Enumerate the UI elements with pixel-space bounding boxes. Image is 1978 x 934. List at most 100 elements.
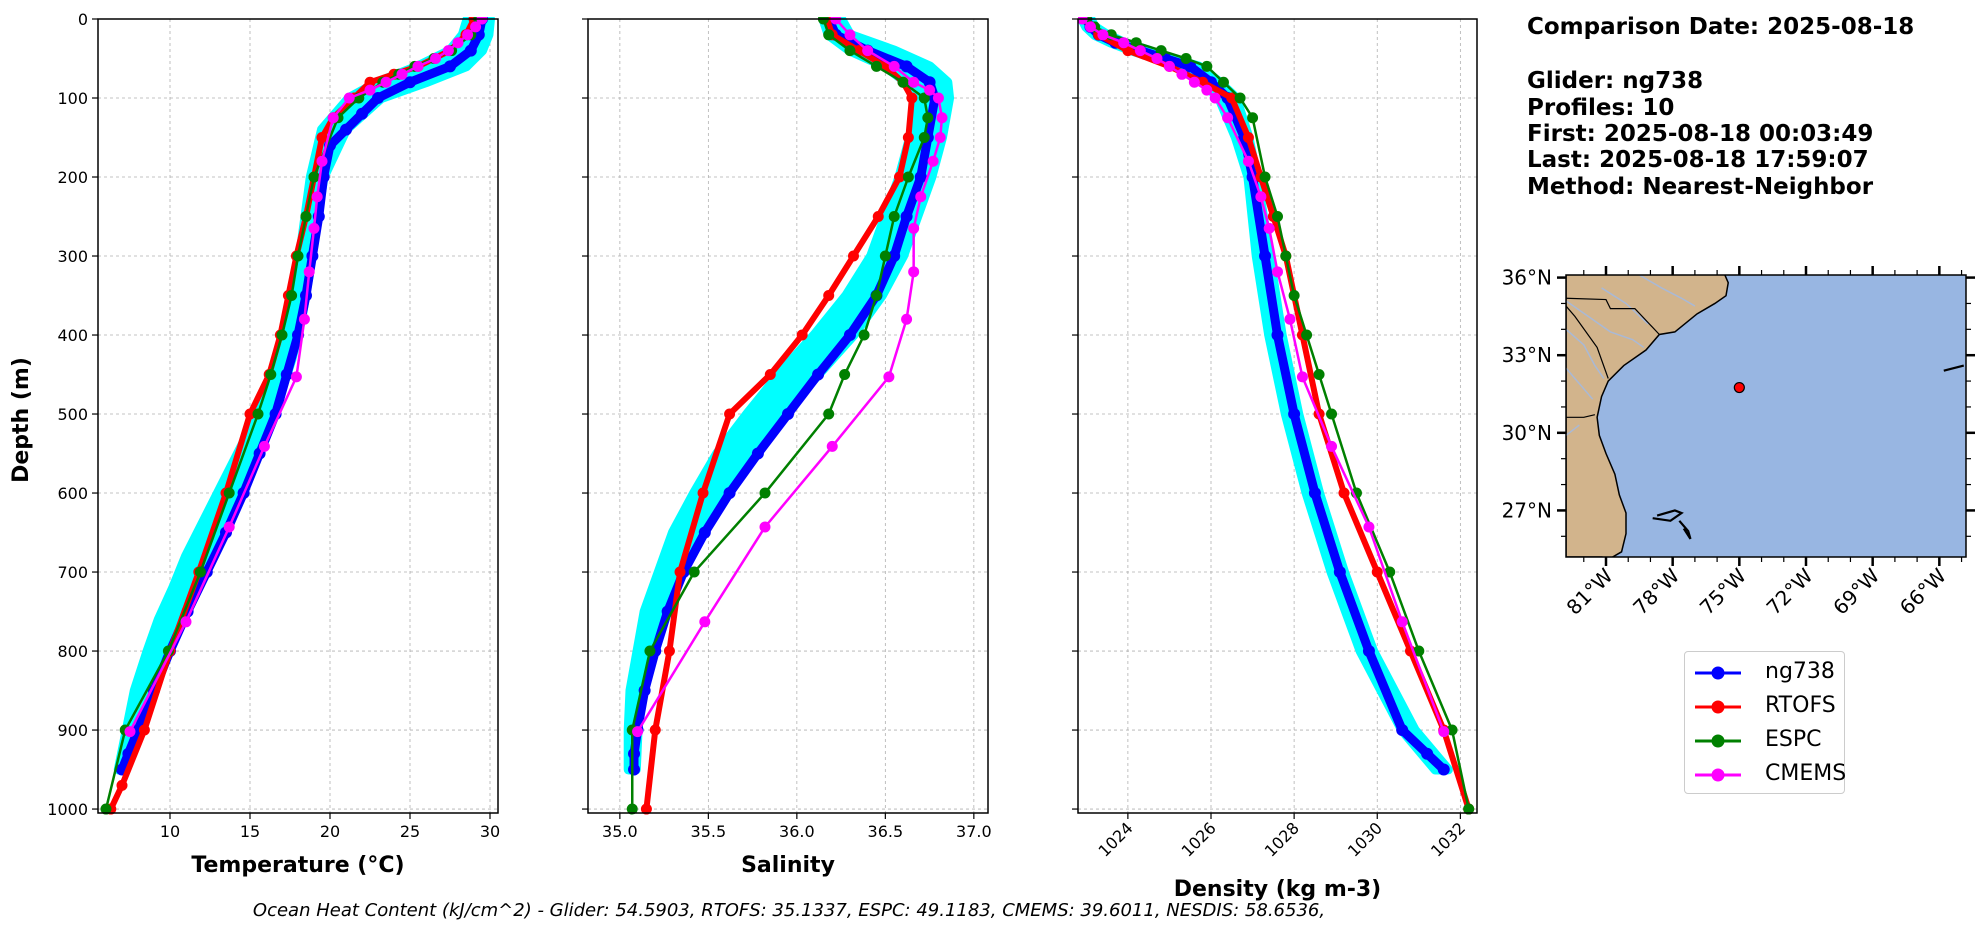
lat-label: 33°N [1502, 343, 1552, 367]
data-point-rtofs [872, 211, 884, 223]
x-tick-label: 35.5 [691, 822, 727, 841]
data-point-ng738 [628, 747, 641, 760]
axes-frame [587, 18, 989, 814]
data-point-rtofs [649, 724, 661, 736]
data-point-ng738 [843, 329, 856, 342]
data-point-cmems [452, 37, 464, 49]
data-point-espc [870, 60, 882, 72]
data-point-rtofs [1226, 92, 1238, 104]
data-point-espc [300, 211, 312, 223]
land [1566, 275, 1729, 557]
data-point-ng738 [1421, 747, 1434, 760]
data-point-cmems [316, 155, 328, 167]
data-point-cmems [888, 60, 900, 72]
data-point-ng738 [1308, 487, 1321, 500]
data-point-cmems [1438, 726, 1450, 738]
data-point-cmems [290, 371, 302, 383]
data-point-ng738 [923, 76, 936, 89]
lon-label: 75°W [1695, 563, 1751, 619]
plot-area [100, 17, 495, 815]
data-point-rtofs [1338, 487, 1350, 499]
map-frame [1565, 274, 1967, 558]
data-point-cmems [1201, 84, 1213, 96]
data-point-cmems [430, 53, 442, 65]
x-tick-label: 10 [160, 822, 180, 841]
data-point-cmems [908, 76, 920, 88]
data-point-cmems [632, 726, 644, 738]
data-point-cmems [327, 112, 339, 124]
first-profile-time: First: 2025-08-18 00:03:49 [1527, 121, 1874, 147]
state-border [1566, 297, 1660, 335]
legend-label: CMEMS [1765, 761, 1847, 786]
data-point-cmems [908, 266, 920, 278]
data-point-espc [1247, 112, 1259, 124]
state-border [1566, 305, 1609, 379]
data-point-cmems [1176, 68, 1188, 80]
data-point-cmems [1296, 371, 1308, 383]
data-point-ng738 [280, 368, 293, 381]
glider-profile-envelope [113, 17, 495, 775]
data-point-ng738 [444, 60, 456, 73]
plot-area [1078, 17, 1475, 815]
river [1566, 424, 1580, 436]
lat-label: 27°N [1502, 498, 1552, 522]
state-border [1566, 414, 1596, 418]
data-point-cmems [1363, 521, 1375, 533]
data-point-espc [1288, 290, 1300, 302]
x-tick-label: 1024 [1094, 818, 1136, 860]
data-point-rtofs [823, 290, 835, 302]
legend-item-rtofs: RTOFS [1693, 690, 1843, 724]
data-point-rtofs [697, 487, 709, 499]
y-tick-label: 200 [57, 168, 88, 187]
data-point-cmems [343, 92, 355, 104]
data-point-cmems [258, 440, 270, 452]
data-point-cmems [908, 222, 920, 234]
data-point-cmems [862, 45, 874, 57]
legend-swatch-icon [1695, 666, 1741, 680]
data-point-ng738 [888, 250, 901, 263]
data-point-espc [276, 329, 288, 341]
data-point-ng738 [914, 171, 927, 184]
data-point-espc [839, 369, 851, 381]
data-point-cmems [1222, 112, 1234, 124]
data-point-cmems [1209, 92, 1221, 104]
data-point-cmems [1134, 45, 1146, 57]
data-point-espc [1463, 803, 1475, 815]
island-outline [1606, 558, 1617, 562]
legend-swatch-icon [1695, 700, 1741, 714]
data-point-cmems [223, 521, 235, 533]
ocean-heat-content-footer: Ocean Heat Content (kJ/cm^2) - Glider: 5… [252, 900, 1326, 921]
data-point-cmems [759, 521, 771, 533]
data-point-espc [308, 171, 320, 183]
data-point-ng738 [1333, 566, 1346, 579]
data-point-espc [897, 76, 909, 88]
data-point-cmems [442, 45, 454, 57]
x-tick-label: 30 [480, 822, 500, 841]
island-outline [1652, 509, 1684, 522]
y-tick-label: 500 [57, 405, 88, 424]
data-point-rtofs [316, 132, 328, 144]
data-point-ng738 [900, 60, 913, 73]
data-point-ng738 [340, 123, 352, 136]
data-point-espc [1326, 408, 1338, 420]
last-profile-time: Last: 2025-08-18 17:59:07 [1527, 147, 1869, 173]
glider-profile-envelope [623, 17, 955, 775]
data-point-cmems [1263, 222, 1275, 234]
series-line-cmems [128, 18, 483, 733]
comparison-date: Comparison Date: 2025-08-18 [1527, 14, 1915, 40]
river [1566, 300, 1645, 349]
y-tick-label: 800 [57, 642, 88, 661]
axes-frame [1077, 18, 1478, 814]
x-tick-label: 1026 [1178, 818, 1220, 860]
data-point-rtofs [116, 779, 128, 791]
data-point-cmems [1188, 76, 1200, 88]
x-axis-label: Salinity [741, 853, 835, 878]
data-point-ng738 [698, 526, 711, 539]
data-point-cmems [1084, 21, 1096, 33]
data-point-espc [1313, 369, 1325, 381]
lon-label: 72°W [1762, 563, 1818, 619]
series-line-cmems [1081, 18, 1445, 733]
data-point-cmems [932, 92, 944, 104]
data-point-espc [1301, 329, 1313, 341]
y-tick-label: 600 [57, 484, 88, 503]
